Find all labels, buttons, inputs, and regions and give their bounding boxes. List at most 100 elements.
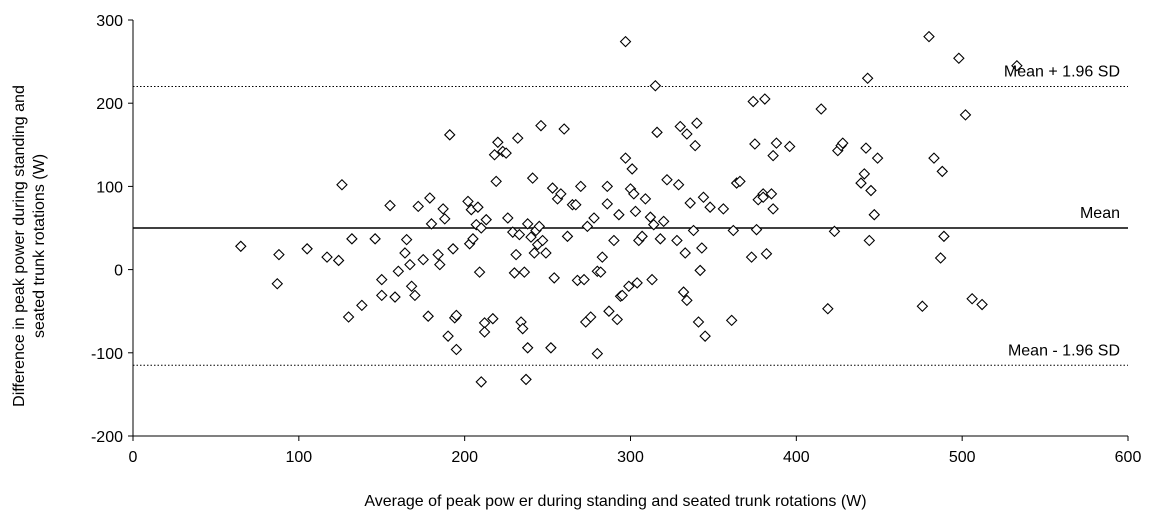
x-tick-label: 600 [1115,449,1142,466]
reference-line-label: Mean + 1.96 SD [1004,64,1120,81]
data-point [473,266,486,278]
data-point [687,224,700,237]
data-point [434,258,446,271]
data-point [574,180,587,193]
y-tick-label: 300 [96,13,123,30]
data-point [657,215,670,228]
data-point [928,152,940,164]
data-point [487,312,499,325]
data-point [836,137,849,149]
x-tick-label: 0 [129,449,138,466]
data-point [747,95,759,108]
y-tick-label: -100 [91,346,123,363]
data-point [480,213,493,226]
data-point [525,231,537,243]
y-tick-label: 0 [114,263,123,280]
data-point [475,376,488,388]
data-point [770,137,783,149]
reference-labels: Mean + 1.96 SD Mean Mean - 1.96 SD [1004,64,1120,360]
data-point [500,147,512,159]
data-point [697,191,710,203]
data-point [596,251,609,263]
data-point [569,198,582,211]
data-point [861,72,874,85]
data-point [581,220,594,233]
data-point [623,280,635,293]
data-point [646,273,658,286]
data-point [369,233,381,245]
data-point [235,240,247,253]
data-point [822,302,834,315]
data-point [868,208,881,221]
data-point [871,152,884,164]
data-point [273,248,285,261]
data-point [584,311,597,323]
data-point [601,198,614,210]
data-point [545,342,557,354]
reference-lines [133,86,1128,366]
data-point [727,224,740,237]
data-point [447,243,459,255]
data-point [828,225,841,238]
data-point [649,79,662,92]
data-point [588,212,600,224]
data-point [475,222,488,234]
data-point [671,234,683,247]
data-point [389,291,401,303]
data-point [548,272,560,284]
data-point [546,182,559,194]
data-point [502,212,514,224]
y-ticks: 300 200 100 0 -100 -200 [91,13,133,446]
data-point [767,203,779,215]
data-point [626,163,638,175]
data-point [608,234,620,247]
data-point [450,343,463,356]
data-point [342,311,355,323]
data-point [767,149,779,162]
data-point [936,165,949,178]
data-point [437,203,449,215]
y-axis-title-line-2: seated trunk rotations (W) [31,154,48,338]
data-point [375,273,388,286]
data-point [472,201,484,213]
data-point [750,223,763,236]
data-point [855,177,867,189]
data-point [953,52,965,65]
data-point [438,213,451,225]
data-point [976,298,988,311]
data-point [923,30,935,43]
data-point [510,248,522,261]
data-point [651,126,663,139]
y-tick-label: 200 [96,96,123,113]
data-point [533,220,546,233]
data-point [860,142,872,154]
x-tick-label: 500 [949,449,976,466]
data-point [528,247,541,259]
data-point [734,175,746,188]
data-point [521,342,534,354]
data-point [467,233,479,245]
data-point [760,248,773,260]
data-point [520,373,532,386]
data-point [375,289,388,302]
data-point [916,300,929,312]
x-tick-label: 300 [617,449,644,466]
data-point [336,178,348,191]
data-point [674,120,687,133]
data-point [619,152,632,164]
data-point [321,251,333,263]
data-point [450,309,463,322]
data-point [478,326,491,338]
data-point [578,273,590,286]
data-point [757,191,769,203]
data-point [591,347,604,360]
data-point [424,192,436,204]
data-points [235,30,1023,388]
data-point [404,258,416,271]
data-point [412,200,425,213]
data-point [417,253,429,266]
data-point [535,119,547,132]
y-axis-title: Difference in peak power during standing… [11,85,48,407]
data-point [561,230,574,243]
reference-line-label: Mean - 1.96 SD [1008,342,1120,359]
